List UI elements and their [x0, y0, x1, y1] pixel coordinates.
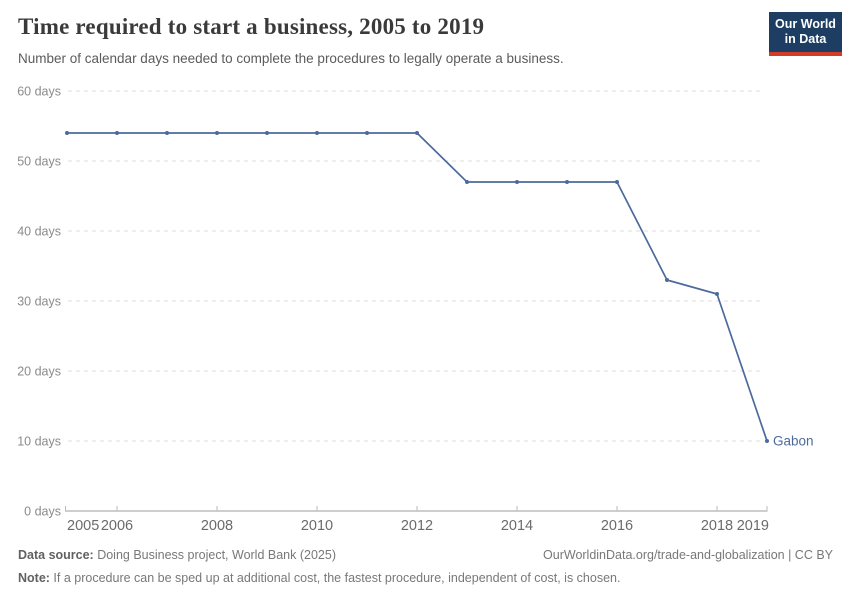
x-tick-label: 2005 — [67, 518, 99, 534]
x-tick-label: 2012 — [401, 518, 433, 534]
note-label: Note: — [18, 571, 50, 585]
line-chart: 0 days 10 days 20 days 30 days 40 days 50 day… — [17, 85, 814, 535]
y-tick-label: 30 days — [17, 295, 61, 309]
data-point[interactable] — [665, 278, 669, 282]
data-point[interactable] — [765, 439, 769, 443]
logo-line2: in Data — [784, 32, 827, 46]
y-tick-label: 10 days — [17, 435, 61, 449]
gridlines — [68, 90, 764, 442]
y-tick-label: 20 days — [17, 365, 61, 379]
data-point[interactable] — [265, 131, 269, 135]
owid-url-link[interactable]: OurWorldinData.org/trade-and-globalizati… — [543, 548, 833, 562]
data-point[interactable] — [165, 131, 169, 135]
series-end-label: Gabon — [773, 434, 814, 449]
series-line[interactable] — [67, 132, 768, 442]
y-tick-label: 50 days — [17, 155, 61, 169]
x-tick-label: 2006 — [101, 518, 133, 534]
chart-subtitle: Number of calendar days needed to comple… — [18, 51, 564, 66]
data-point[interactable] — [615, 180, 619, 184]
x-tick-label: 2016 — [601, 518, 633, 534]
x-tick-label: 2018 — [701, 518, 733, 534]
data-source: Data source: Doing Business project, Wor… — [18, 548, 336, 562]
data-point[interactable] — [415, 131, 419, 135]
data-point[interactable] — [215, 131, 219, 135]
owid-logo[interactable]: Our World in Data — [769, 12, 842, 56]
data-point[interactable] — [715, 292, 719, 296]
y-tick-label: 40 days — [17, 225, 61, 239]
data-point[interactable] — [315, 131, 319, 135]
data-point[interactable] — [465, 180, 469, 184]
data-source-text: Doing Business project, World Bank (2025… — [93, 548, 336, 562]
x-axis: 2005 2006 2008 2010 2012 2014 2016 2018 2019 — [65, 506, 769, 534]
y-tick-label: 60 days — [17, 85, 61, 99]
page-title: Time required to start a business, 2005 … — [18, 14, 485, 39]
y-tick-label: 0 days — [24, 505, 61, 519]
x-tick-label: 2014 — [501, 518, 533, 534]
data-point[interactable] — [565, 180, 569, 184]
x-tick-label: 2019 — [737, 518, 769, 534]
data-point[interactable] — [65, 131, 69, 135]
chart-note: Note: If a procedure can be sped up at a… — [18, 571, 833, 585]
data-point[interactable] — [115, 131, 119, 135]
x-tick-label: 2010 — [301, 518, 333, 534]
x-tick-label: 2008 — [201, 518, 233, 534]
data-source-label: Data source: — [18, 548, 94, 562]
y-axis-labels: 0 days 10 days 20 days 30 days 40 days 50 day… — [17, 85, 61, 519]
logo-line1: Our World — [775, 17, 836, 31]
data-point[interactable] — [365, 131, 369, 135]
data-point[interactable] — [515, 180, 519, 184]
series-gabon[interactable]: Gabon — [65, 131, 814, 449]
note-text: If a procedure can be sped up at additio… — [49, 571, 621, 585]
